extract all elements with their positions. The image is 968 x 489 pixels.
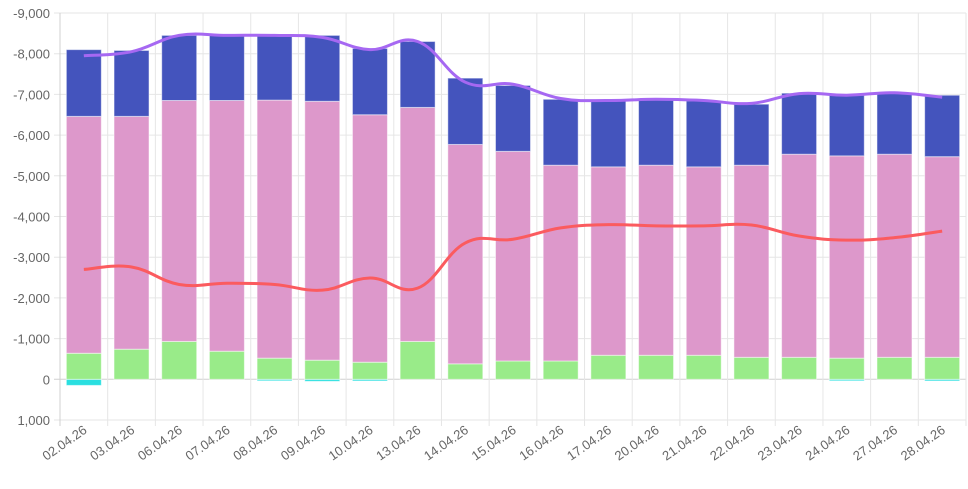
bar-series-green: [542, 360, 579, 380]
y-tick-label: -3,000: [13, 250, 50, 265]
x-tick-label: 24.04.26: [802, 422, 852, 463]
x-tick-label: 21.04.26: [659, 422, 709, 463]
bar-series-pink: [590, 166, 627, 356]
bar-series-green: [304, 359, 341, 380]
bar-series-blue: [304, 34, 341, 102]
x-tick-label: 23.04.26: [755, 422, 805, 463]
x-tick-label: 13.04.26: [373, 422, 423, 463]
bar-series-blue: [733, 103, 770, 166]
x-tick-label: 07.04.26: [183, 422, 233, 463]
bar-series-green: [208, 350, 245, 380]
bar-series-pink: [113, 115, 150, 350]
bar-series-blue: [685, 100, 722, 168]
bar-series-blue: [781, 92, 818, 155]
y-axis: -9,000 -8,000 -7,000 -6,000 -5,000 -4,000 -3,0…: [13, 6, 50, 428]
bar-series-pink: [876, 153, 913, 358]
bar-series-blue: [399, 40, 436, 108]
y-tick-label: -8,000: [13, 47, 50, 62]
bar-series-green: [876, 356, 913, 380]
bar-series-green: [924, 356, 961, 380]
x-tick-label: 16.04.26: [516, 422, 566, 463]
y-tick-label: 1,000: [17, 413, 50, 428]
bar-series-pink: [447, 143, 484, 365]
bar-series-green: [685, 354, 722, 380]
lines: [83, 32, 943, 292]
bar-series-blue: [65, 49, 102, 117]
bar-series-pink: [351, 114, 388, 363]
x-tick-label: 15.04.26: [469, 422, 519, 463]
bars: [65, 34, 961, 386]
bar-series-blue: [351, 47, 388, 116]
x-tick-label: 09.04.26: [278, 422, 328, 463]
bar-series-pink: [638, 164, 675, 356]
bar-series-green: [495, 360, 531, 380]
x-tick-label: 20.04.26: [612, 422, 662, 463]
bar-series-green: [113, 348, 150, 380]
bar-series-pink: [65, 115, 102, 354]
x-tick-label: 27.04.26: [850, 422, 900, 463]
bar-series-blue: [495, 84, 531, 152]
bar-series-blue: [828, 94, 865, 157]
bar-series-green: [399, 340, 436, 380]
bar-series-pink: [542, 164, 579, 362]
bar-series-green: [590, 354, 627, 380]
bar-series-cyan: [65, 378, 102, 386]
bar-series-green: [65, 352, 102, 380]
x-tick-label: 14.04.26: [421, 422, 471, 463]
x-tick-label: 02.04.26: [40, 422, 90, 463]
bar-series-blue: [542, 98, 579, 166]
y-tick-label: -6,000: [13, 128, 50, 143]
bar-series-blue: [447, 77, 484, 145]
x-tick-label: 10.04.26: [326, 422, 376, 463]
bar-series-blue: [161, 34, 198, 102]
bar-series-green: [733, 356, 770, 380]
bar-series-pink: [304, 100, 341, 361]
y-tick-label: -1,000: [13, 332, 50, 347]
line-series-red: [83, 222, 943, 292]
y-tick-label: -2,000: [13, 291, 50, 306]
y-tick-label: -9,000: [13, 6, 50, 21]
bar-series-green: [256, 357, 293, 380]
bar-series-pink: [208, 100, 245, 352]
bar-series-pink: [161, 100, 198, 342]
line-series-purple: [83, 32, 943, 106]
bar-series-blue: [256, 34, 293, 101]
bar-series-blue: [113, 49, 150, 117]
x-tick-label: 08.04.26: [230, 422, 280, 463]
bar-series-blue: [590, 100, 627, 168]
bar-series-pink: [256, 99, 293, 359]
bar-series-pink: [828, 155, 865, 359]
grid: [54, 12, 967, 426]
bar-series-green: [828, 357, 865, 380]
bar-series-blue: [924, 94, 961, 158]
bar-series-pink: [733, 164, 770, 358]
bar-series-pink: [495, 150, 531, 362]
y-tick-label: 0: [43, 372, 50, 387]
bar-series-green: [638, 354, 675, 380]
x-tick-label: 22.04.26: [707, 422, 757, 463]
bar-series-green: [781, 356, 818, 380]
bar-series-green: [161, 340, 198, 380]
x-tick-label: 28.04.26: [898, 422, 948, 463]
y-tick-label: -7,000: [13, 87, 50, 102]
x-tick-label: 17.04.26: [564, 422, 614, 463]
bar-series-pink: [685, 166, 722, 356]
bar-series-blue: [876, 92, 913, 155]
bar-series-green: [447, 363, 484, 380]
x-axis: 02.04.2603.04.2606.04.2607.04.2608.04.26…: [40, 422, 948, 463]
y-tick-label: -4,000: [13, 210, 50, 225]
bar-series-blue: [638, 99, 675, 166]
bar-series-pink: [399, 106, 436, 342]
x-tick-label: 03.04.26: [87, 422, 137, 463]
bar-series-blue: [208, 34, 245, 102]
bar-series-pink: [781, 153, 818, 358]
bar-series-green: [351, 361, 388, 380]
x-tick-label: 06.04.26: [135, 422, 185, 463]
y-tick-label: -5,000: [13, 169, 50, 184]
bar-series-pink: [924, 156, 961, 358]
